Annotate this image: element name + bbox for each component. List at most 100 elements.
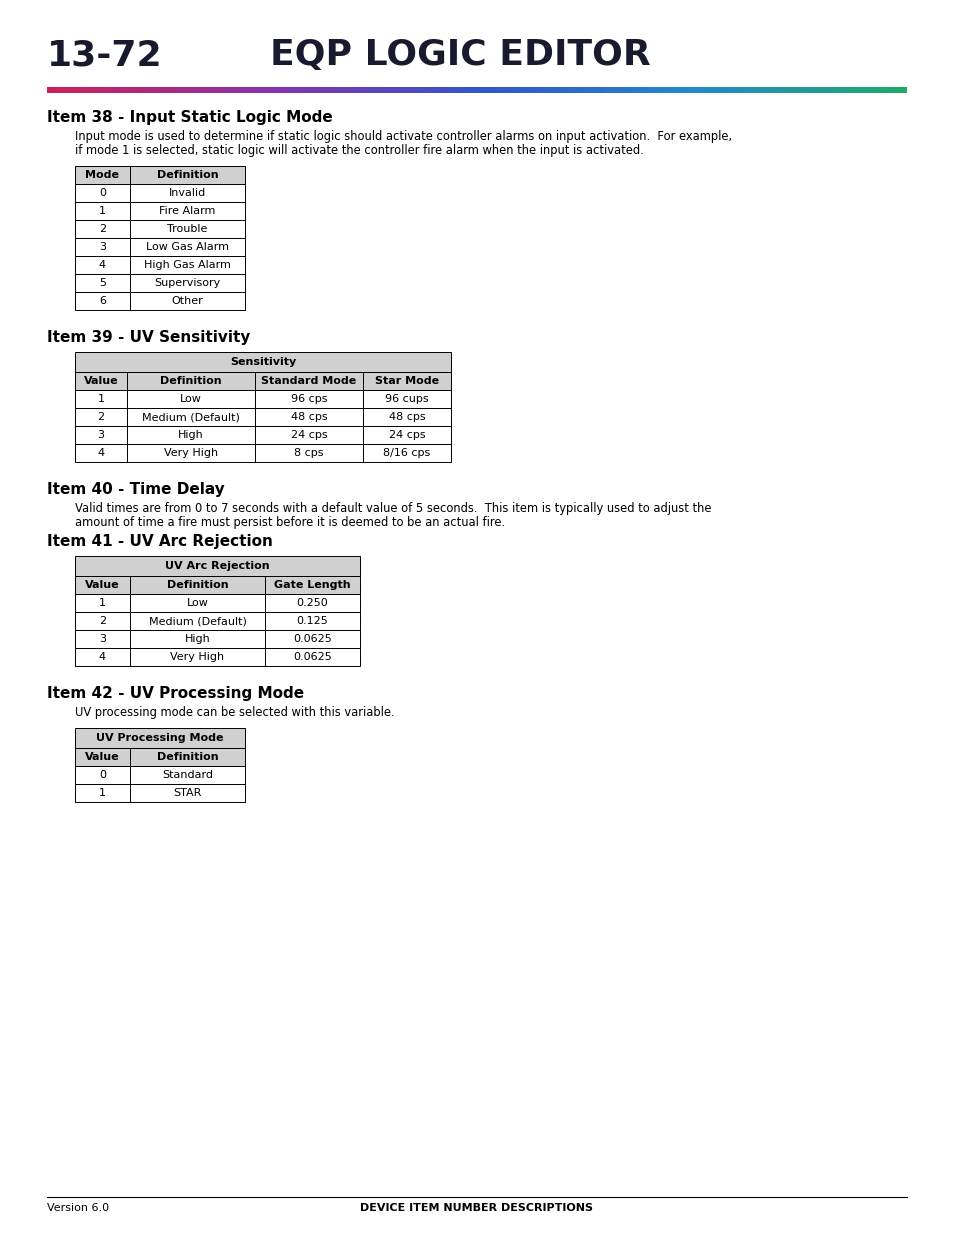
Bar xyxy=(419,86,422,93)
Bar xyxy=(702,86,706,93)
Bar xyxy=(75,727,245,748)
Text: High: High xyxy=(185,634,211,643)
Bar xyxy=(798,86,801,93)
Bar xyxy=(436,86,439,93)
Text: Supervisory: Supervisory xyxy=(154,278,220,288)
Text: 0.0625: 0.0625 xyxy=(293,634,332,643)
Bar xyxy=(75,613,359,630)
Bar xyxy=(178,86,182,93)
Bar xyxy=(242,86,245,93)
Bar xyxy=(276,86,279,93)
Bar xyxy=(245,86,248,93)
Bar xyxy=(901,86,903,93)
Text: 3: 3 xyxy=(99,634,106,643)
Text: High: High xyxy=(178,430,204,440)
Text: 96 cups: 96 cups xyxy=(385,394,428,404)
Text: Star Mode: Star Mode xyxy=(375,375,438,387)
Bar xyxy=(534,86,537,93)
Bar xyxy=(451,86,454,93)
Bar xyxy=(75,352,451,372)
Text: 1: 1 xyxy=(97,394,105,404)
Text: 1: 1 xyxy=(99,206,106,216)
Text: 2: 2 xyxy=(99,224,106,233)
Bar xyxy=(385,86,388,93)
Bar xyxy=(778,86,781,93)
Bar xyxy=(775,86,778,93)
Bar xyxy=(474,86,477,93)
Bar xyxy=(654,86,658,93)
Bar xyxy=(717,86,720,93)
Bar xyxy=(801,86,803,93)
Text: Low: Low xyxy=(180,394,202,404)
Bar xyxy=(694,86,698,93)
Text: if mode 1 is selected, static logic will activate the controller fire alarm when: if mode 1 is selected, static logic will… xyxy=(75,144,643,157)
Bar xyxy=(522,86,526,93)
Bar xyxy=(101,86,105,93)
Bar xyxy=(491,86,495,93)
Bar xyxy=(121,86,125,93)
Bar xyxy=(631,86,635,93)
Bar xyxy=(394,86,396,93)
Bar xyxy=(714,86,718,93)
Bar xyxy=(141,86,145,93)
Bar xyxy=(691,86,695,93)
Text: STAR: STAR xyxy=(173,788,201,798)
Bar xyxy=(75,576,359,594)
Bar xyxy=(886,86,889,93)
Bar xyxy=(167,86,171,93)
Bar xyxy=(585,86,589,93)
Bar xyxy=(202,86,205,93)
Text: Definition: Definition xyxy=(156,752,218,762)
Bar xyxy=(75,184,245,203)
Bar xyxy=(677,86,680,93)
Bar xyxy=(562,86,566,93)
Bar xyxy=(439,86,442,93)
Text: 13-72: 13-72 xyxy=(47,38,162,72)
Bar xyxy=(875,86,878,93)
Bar xyxy=(617,86,620,93)
Text: Low: Low xyxy=(187,598,208,608)
Bar xyxy=(485,86,489,93)
Bar xyxy=(414,86,416,93)
Bar xyxy=(883,86,886,93)
Bar xyxy=(268,86,271,93)
Bar xyxy=(431,86,434,93)
Bar xyxy=(302,86,305,93)
Bar xyxy=(196,86,199,93)
Bar xyxy=(634,86,638,93)
Bar xyxy=(339,86,342,93)
Bar xyxy=(371,86,374,93)
Bar xyxy=(70,86,73,93)
Bar xyxy=(748,86,752,93)
Bar xyxy=(199,86,202,93)
Bar xyxy=(497,86,500,93)
Bar xyxy=(843,86,846,93)
Bar xyxy=(282,86,285,93)
Bar xyxy=(362,86,365,93)
Bar xyxy=(639,86,643,93)
Bar xyxy=(75,556,359,576)
Bar xyxy=(288,86,291,93)
Bar xyxy=(465,86,469,93)
Bar xyxy=(331,86,334,93)
Text: Value: Value xyxy=(85,752,120,762)
Bar xyxy=(87,86,91,93)
Bar xyxy=(548,86,552,93)
Bar xyxy=(379,86,382,93)
Bar xyxy=(118,86,122,93)
Bar xyxy=(110,86,113,93)
Bar xyxy=(314,86,316,93)
Bar xyxy=(152,86,156,93)
Bar xyxy=(849,86,852,93)
Bar xyxy=(225,86,228,93)
Bar xyxy=(61,86,65,93)
Bar xyxy=(112,86,116,93)
Bar xyxy=(568,86,572,93)
Bar xyxy=(115,86,119,93)
Bar xyxy=(279,86,282,93)
Bar xyxy=(359,86,362,93)
Text: 0.0625: 0.0625 xyxy=(293,652,332,662)
Bar xyxy=(248,86,251,93)
Text: 24 cps: 24 cps xyxy=(291,430,327,440)
Bar xyxy=(571,86,575,93)
